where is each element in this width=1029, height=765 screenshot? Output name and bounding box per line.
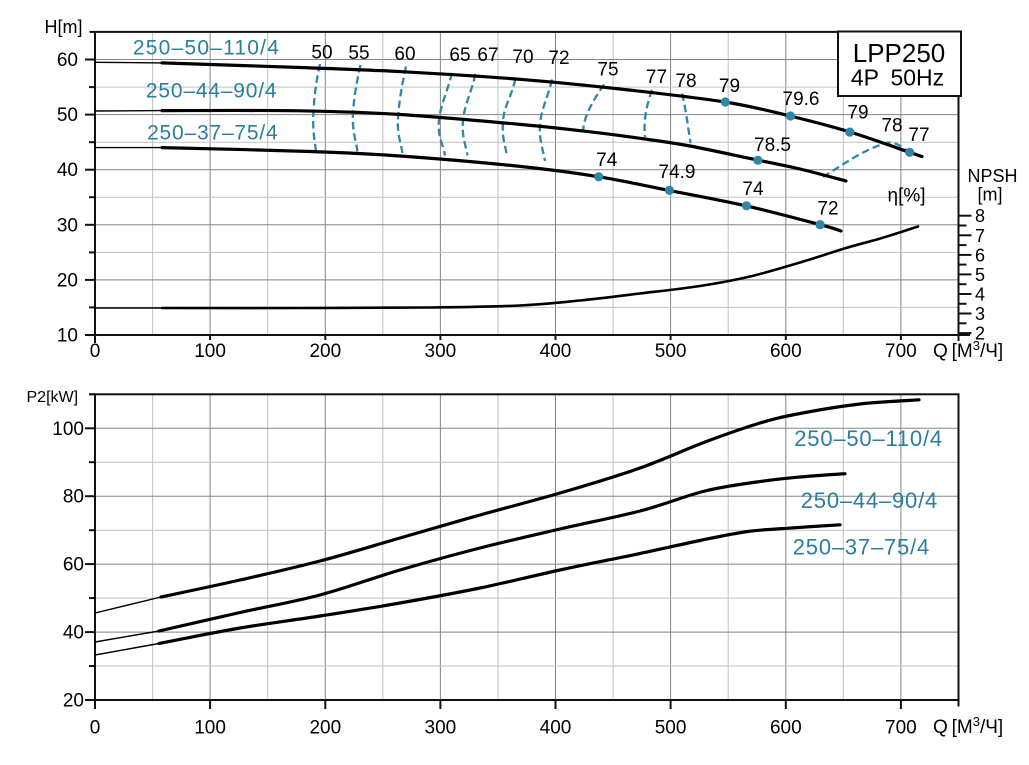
svg-text:600: 600: [770, 718, 802, 739]
svg-text:20: 20: [57, 270, 78, 291]
svg-text:P2[kW]: P2[kW]: [27, 389, 79, 406]
svg-text:60: 60: [63, 555, 84, 576]
svg-text:2: 2: [975, 324, 985, 344]
svg-text:Q [М3/Ч]: Q [М3/Ч]: [933, 338, 1003, 363]
svg-text:300: 300: [425, 341, 457, 362]
svg-text:250–44–90/4: 250–44–90/4: [801, 488, 938, 513]
svg-text:250–50–110/4: 250–50–110/4: [133, 37, 280, 60]
svg-text:65: 65: [449, 45, 470, 66]
svg-text:4: 4: [975, 285, 985, 305]
svg-text:600: 600: [770, 341, 802, 362]
svg-text:700: 700: [885, 718, 917, 739]
svg-text:4P 50Hz: 4P 50Hz: [851, 65, 944, 91]
svg-text:50: 50: [311, 43, 332, 64]
svg-text:67: 67: [477, 45, 498, 66]
svg-text:300: 300: [425, 718, 457, 739]
svg-text:78.5: 78.5: [754, 135, 791, 156]
svg-text:Q [М3/Ч]: Q [М3/Ч]: [933, 714, 1003, 739]
svg-text:40: 40: [63, 623, 84, 644]
svg-text:250–44–90/4: 250–44–90/4: [146, 80, 277, 103]
svg-text:75: 75: [597, 59, 618, 80]
svg-text:0: 0: [90, 341, 101, 362]
svg-text:10: 10: [57, 326, 78, 347]
svg-text:74.9: 74.9: [659, 162, 696, 183]
svg-text:60: 60: [57, 50, 78, 71]
svg-text:55: 55: [348, 43, 369, 64]
svg-text:77: 77: [908, 125, 929, 146]
svg-text:20: 20: [63, 691, 84, 712]
svg-text:72: 72: [817, 199, 838, 220]
svg-text:7: 7: [975, 226, 985, 246]
svg-text:[m]: [m]: [978, 185, 1003, 205]
svg-text:74: 74: [596, 150, 618, 171]
svg-text:77: 77: [646, 67, 667, 88]
svg-text:200: 200: [309, 718, 341, 739]
svg-text:79: 79: [847, 103, 868, 124]
svg-text:250–37–75/4: 250–37–75/4: [147, 122, 278, 145]
svg-text:100: 100: [52, 419, 84, 440]
svg-text:700: 700: [885, 341, 917, 362]
svg-text:400: 400: [540, 718, 572, 739]
svg-text:40: 40: [57, 160, 78, 181]
svg-text:H[m]: H[m]: [45, 17, 83, 37]
svg-text:30: 30: [57, 215, 78, 236]
svg-text:79: 79: [719, 76, 740, 97]
svg-text:100: 100: [194, 341, 226, 362]
svg-text:70: 70: [512, 47, 533, 68]
svg-text:400: 400: [540, 341, 572, 362]
svg-text:0: 0: [90, 718, 101, 739]
svg-text:78: 78: [881, 116, 902, 137]
svg-text:η[%]: η[%]: [888, 186, 926, 207]
svg-text:74: 74: [742, 179, 764, 200]
svg-text:250–50–110/4: 250–50–110/4: [794, 426, 943, 451]
svg-text:500: 500: [655, 341, 687, 362]
svg-text:3: 3: [975, 304, 985, 324]
svg-text:100: 100: [194, 718, 226, 739]
svg-text:80: 80: [63, 487, 84, 508]
svg-text:78: 78: [675, 71, 696, 92]
svg-text:5: 5: [975, 265, 985, 285]
svg-text:72: 72: [548, 48, 569, 69]
svg-text:LPP250: LPP250: [853, 38, 946, 68]
svg-text:50: 50: [57, 105, 78, 126]
svg-text:6: 6: [975, 245, 985, 265]
svg-text:NPSH: NPSH: [968, 166, 1018, 186]
svg-text:200: 200: [309, 341, 341, 362]
svg-text:500: 500: [655, 718, 687, 739]
svg-text:60: 60: [394, 44, 415, 65]
svg-text:79.6: 79.6: [783, 89, 820, 110]
svg-text:8: 8: [975, 206, 985, 226]
svg-text:250–37–75/4: 250–37–75/4: [793, 535, 930, 560]
